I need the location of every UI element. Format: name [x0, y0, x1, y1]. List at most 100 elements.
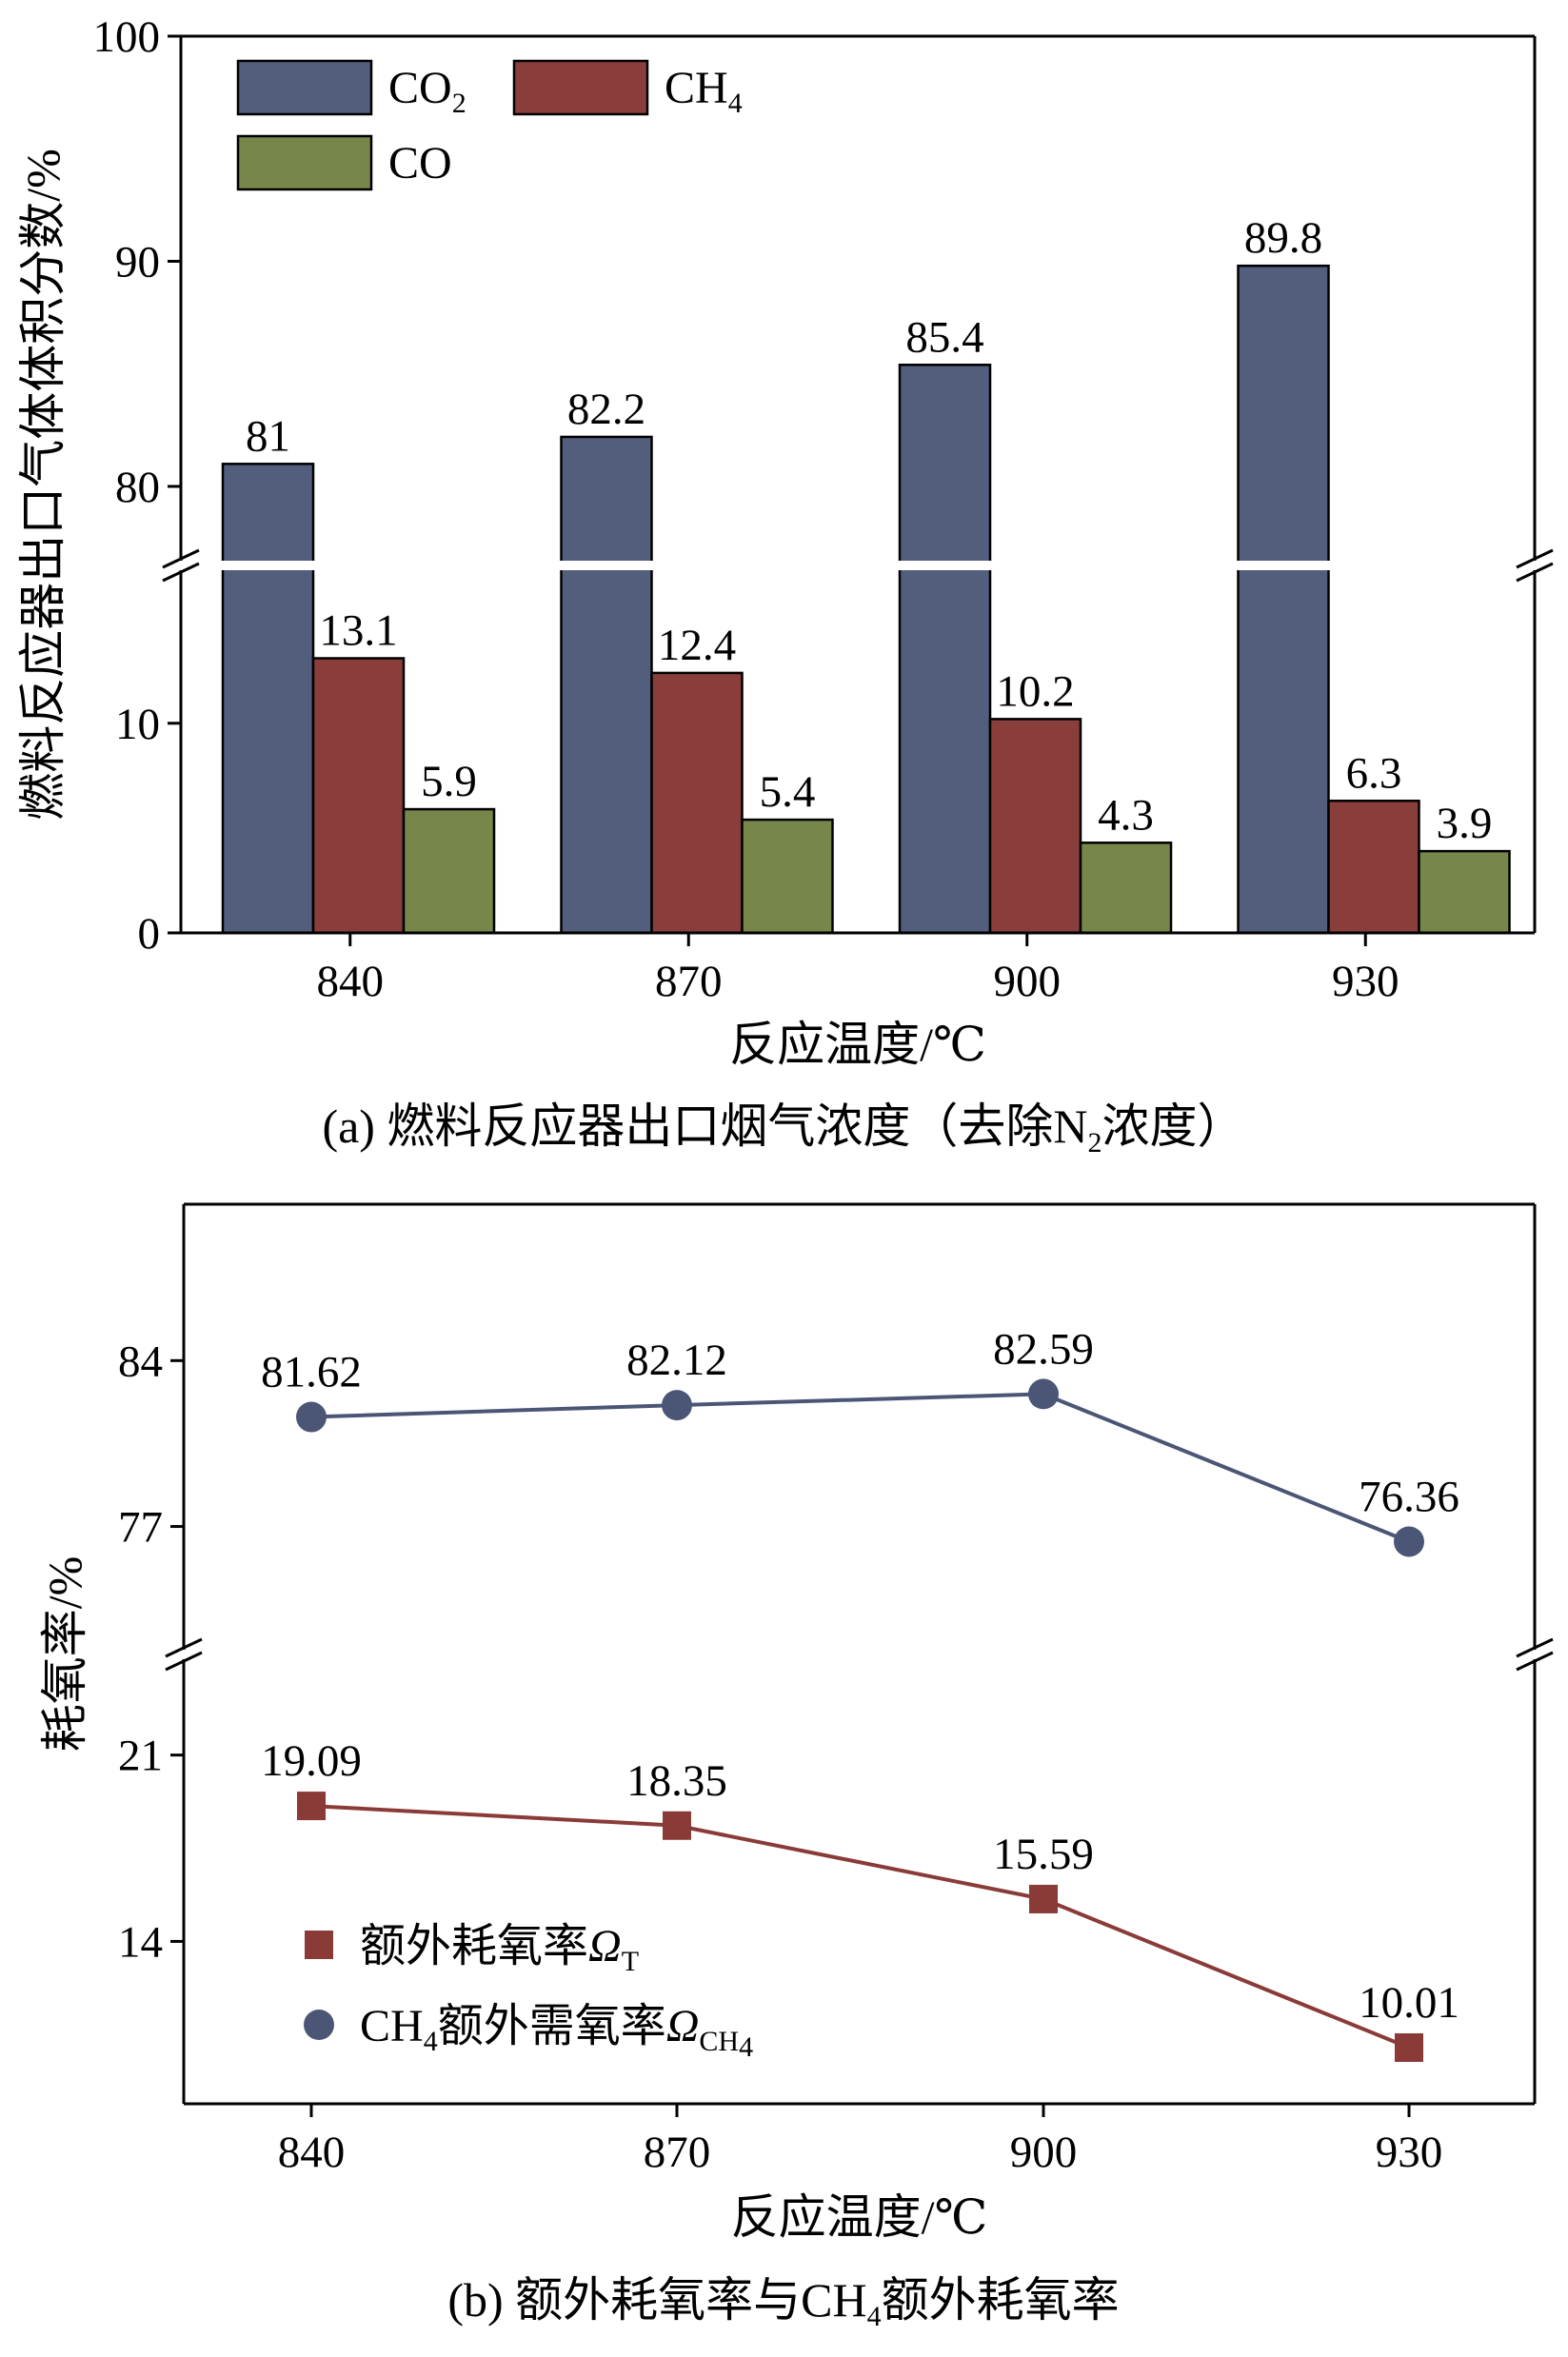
series-line [310, 1392, 1410, 1544]
data-label: 15.59 [993, 1830, 1094, 1879]
caption-text: 额外耗氧率 [882, 2273, 1120, 2327]
legend-label-co: CO [388, 138, 452, 188]
axis-break-mark [162, 562, 200, 583]
data-point-circle [1394, 1526, 1424, 1557]
x-tick-label: 870 [644, 2128, 711, 2177]
bar-co2-930 [1237, 264, 1330, 935]
legend-label-co2: CO2 [388, 63, 466, 119]
data-point-circle [662, 1390, 692, 1421]
legend-swatch-ch4 [512, 59, 649, 116]
data-label: 19.09 [261, 1736, 362, 1786]
axis-break-mark [162, 548, 200, 569]
legend-label: 额外耗氧率ΩT [360, 1921, 639, 1977]
legend-label-base: CO [388, 138, 452, 188]
y-tick-label: 10 [115, 700, 160, 749]
bar-ch4-840 [311, 657, 406, 935]
legend: CO2 CH4 CO [236, 59, 743, 191]
bar-value-label: 82.2 [567, 385, 645, 434]
x-tick-label: 900 [994, 957, 1062, 1006]
bar-value-label: 10.2 [996, 666, 1074, 716]
bar-co2-840 [221, 463, 315, 935]
axis-break-mark [165, 1637, 203, 1658]
legend-label-base: CH [665, 63, 728, 113]
legend-symbol: Ω [588, 1921, 622, 1971]
data-label: 76.36 [1359, 1472, 1459, 1521]
bar-value-label: 6.3 [1346, 748, 1402, 798]
legend-text: 额外需氧率 [438, 2001, 666, 2051]
bar-ch4-930 [1327, 800, 1420, 935]
y-tick-label: 21 [118, 1732, 163, 1781]
caption-sub: 4 [867, 2301, 882, 2332]
data-label: 81.62 [261, 1348, 362, 1397]
legend-label-base: CO [388, 63, 452, 113]
legend-swatch-co [236, 134, 373, 191]
bar-value-label: 5.4 [760, 767, 816, 817]
legend-symbol-sub: CH [699, 2026, 739, 2057]
caption-text: 浓度） [1102, 1099, 1245, 1153]
bar-co2-870 [560, 435, 653, 935]
data-label: 82.12 [626, 1336, 727, 1385]
bar-value-label: 13.1 [319, 605, 397, 655]
bar-ch4-870 [650, 671, 744, 935]
legend-label-sub: 4 [728, 88, 743, 119]
bar-co-870 [741, 818, 834, 935]
data-point-circle [1028, 1378, 1059, 1410]
y-tick-label: 14 [118, 1917, 163, 1967]
y-axis-title: 燃料反应器出口气体体积分数/% [16, 149, 69, 821]
data-label: 18.35 [626, 1756, 727, 1806]
caption-sub: 2 [1088, 1127, 1102, 1159]
legend-sub: 4 [424, 2026, 438, 2057]
axis-break-mark [1516, 1651, 1554, 1672]
axis-break-mark [1516, 1637, 1554, 1658]
x-tick-label: 840 [278, 2128, 346, 2177]
legend-marker-square [305, 1931, 333, 1959]
data-point-square [663, 1811, 691, 1840]
legend-symbol-sub: T [622, 1946, 639, 1977]
bar-co-900 [1079, 842, 1173, 935]
legend-label-sub: 2 [452, 88, 466, 119]
data-point-square [1395, 2032, 1423, 2062]
legend-label-ch4: CH4 [665, 63, 743, 119]
bar-ch4-900 [988, 718, 1082, 935]
axis-break-mark [1516, 548, 1554, 569]
bar-value-label: 12.4 [658, 621, 736, 670]
legend-symbol: Ω [666, 2001, 700, 2051]
data-point-circle [296, 1401, 327, 1433]
bar-value-label: 85.4 [905, 312, 983, 362]
axis-break-mark [165, 1651, 203, 1672]
chart-b: 14 21 77 84 840 870 900 930 81.62 82.12 82.59 76.36… [38, 1202, 1537, 2244]
legend-text: CH [360, 2001, 424, 2051]
bar-value-label: 89.8 [1244, 213, 1322, 263]
y-tick-label: 84 [118, 1337, 163, 1386]
data-point-square [1029, 1884, 1058, 1913]
y-tick-label: 80 [115, 463, 160, 512]
bar-value-label: 81 [246, 411, 290, 461]
caption-text: (b) 额外耗氧率与CH [447, 2273, 866, 2327]
legend-swatch-co2 [236, 59, 373, 116]
data-point-square [297, 1792, 326, 1821]
data-label: 82.59 [993, 1324, 1094, 1374]
bar-value-label: 3.9 [1437, 799, 1493, 848]
data-label: 10.01 [1359, 1978, 1459, 2028]
bar-co-930 [1418, 849, 1511, 935]
series-line [310, 1804, 1410, 2050]
axis-break-gap [175, 561, 1540, 570]
y-tick-label: 90 [115, 237, 160, 287]
x-axis-title: 反应温度/℃ [729, 1018, 986, 1071]
bar-value-label: 4.3 [1098, 790, 1154, 840]
caption-b: (b) 额外耗氧率与CH4额外耗氧率 [447, 2273, 1119, 2332]
x-axis-title: 反应温度/℃ [731, 2190, 988, 2244]
x-tick-label: 930 [1332, 957, 1399, 1006]
bar-value-label: 5.9 [421, 757, 477, 806]
legend-label: CH4额外需氧率ΩCH4 [360, 2001, 753, 2063]
caption-a: (a) 燃料反应器出口烟气浓度（去除N2浓度） [322, 1099, 1244, 1159]
x-tick-label: 900 [1010, 2128, 1078, 2177]
legend-symbol-sub2: 4 [739, 2031, 753, 2063]
x-tick-label: 840 [317, 957, 385, 1006]
y-axis-title: 耗氧率/% [38, 1556, 91, 1753]
axis-break-mark [1516, 562, 1554, 583]
y-tick-label: 100 [93, 12, 161, 62]
y-tick-label: 77 [118, 1503, 163, 1553]
